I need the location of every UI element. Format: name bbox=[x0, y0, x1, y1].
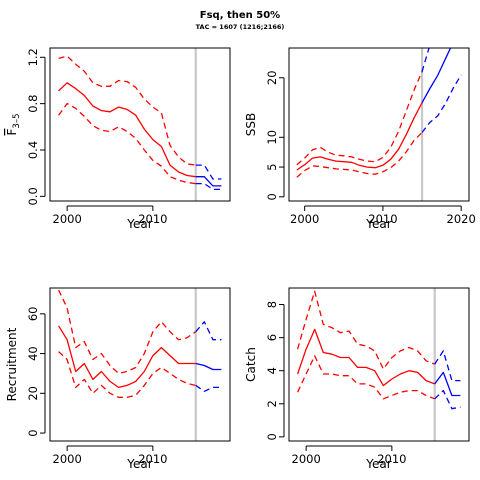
x-axis-label: Year bbox=[126, 457, 152, 471]
y-tick-label: 5 bbox=[265, 163, 279, 170]
figure-title: Fsq, then 50% bbox=[199, 10, 281, 21]
y-tick-label: 4 bbox=[265, 367, 279, 374]
y-tick-label: 1.2 bbox=[26, 48, 40, 66]
y-axis-label: Catch bbox=[244, 347, 258, 382]
y-tick-label: 0.0 bbox=[26, 187, 40, 205]
x-axis-label: Year bbox=[126, 217, 152, 231]
y-tick-label: 0 bbox=[26, 429, 40, 436]
x-tick-label: 2010 bbox=[138, 452, 167, 466]
series-hist-median bbox=[296, 102, 423, 171]
y-tick-label: 10 bbox=[265, 130, 279, 145]
series-proj-median bbox=[421, 48, 452, 104]
series-proj-lower bbox=[195, 384, 222, 392]
plot-frame bbox=[49, 47, 231, 202]
x-tick-label: 2020 bbox=[447, 212, 476, 226]
y-axis-label: F3–5 bbox=[5, 114, 22, 136]
y-tick-label: 60 bbox=[26, 307, 40, 322]
plot-frame bbox=[49, 287, 231, 442]
series-hist-upper bbox=[58, 55, 196, 166]
plot-frame bbox=[288, 287, 470, 442]
series-proj-upper bbox=[195, 164, 222, 180]
y-tick-label: 40 bbox=[26, 346, 40, 361]
series-proj-upper bbox=[421, 48, 430, 72]
y-tick-label: 0.8 bbox=[26, 94, 40, 112]
series-proj-upper bbox=[434, 350, 461, 382]
x-tick-label: 2000 bbox=[292, 452, 321, 466]
series-hist-lower bbox=[296, 132, 423, 178]
y-axis-label: SSB bbox=[244, 113, 258, 136]
x-tick-label: 2000 bbox=[53, 452, 82, 466]
panel-2: 2000 2010 2020 Year 0 5 10 20 SSB bbox=[244, 47, 476, 231]
series-hist-median bbox=[296, 328, 435, 387]
plot-frame bbox=[288, 47, 470, 202]
series-hist-lower bbox=[58, 102, 196, 185]
y-tick-label: 6 bbox=[265, 334, 279, 341]
x-tick-label: 2010 bbox=[138, 212, 167, 226]
y-tick-label: 0 bbox=[265, 433, 279, 440]
x-tick-label: 2000 bbox=[290, 212, 319, 226]
figure-subtitle: TAC = 1607 (1216;2166) bbox=[195, 23, 285, 31]
x-tick-label: 2000 bbox=[53, 212, 82, 226]
x-tick-label: 2010 bbox=[368, 212, 397, 226]
series-hist-upper bbox=[296, 71, 423, 166]
series-proj-upper bbox=[195, 321, 222, 341]
series-hist-upper bbox=[296, 290, 435, 370]
y-axis-label: Recruitment bbox=[5, 327, 19, 401]
series-proj-lower bbox=[434, 389, 461, 410]
series-hist-median bbox=[58, 325, 196, 389]
y-tick-label: 20 bbox=[265, 70, 279, 85]
series-proj-median bbox=[195, 362, 222, 371]
series-proj-median bbox=[434, 371, 461, 397]
series-hist-upper bbox=[58, 289, 197, 375]
y-tick-label: 2 bbox=[265, 400, 279, 407]
series-hist-lower bbox=[58, 351, 196, 398]
y-tick-label: 0 bbox=[265, 193, 279, 200]
y-tick-label: 8 bbox=[265, 301, 279, 308]
series-proj-lower bbox=[195, 182, 222, 191]
x-tick-label: 2010 bbox=[377, 452, 406, 466]
x-axis-label: Year bbox=[365, 217, 391, 231]
series-proj-lower bbox=[421, 74, 462, 133]
x-axis-label: Year bbox=[365, 457, 391, 471]
series-proj-median bbox=[195, 176, 222, 187]
y-tick-label: 0.4 bbox=[26, 141, 40, 159]
series-hist-median bbox=[58, 82, 196, 178]
y-tick-label: 20 bbox=[26, 386, 40, 401]
series-hist-lower bbox=[297, 355, 435, 400]
